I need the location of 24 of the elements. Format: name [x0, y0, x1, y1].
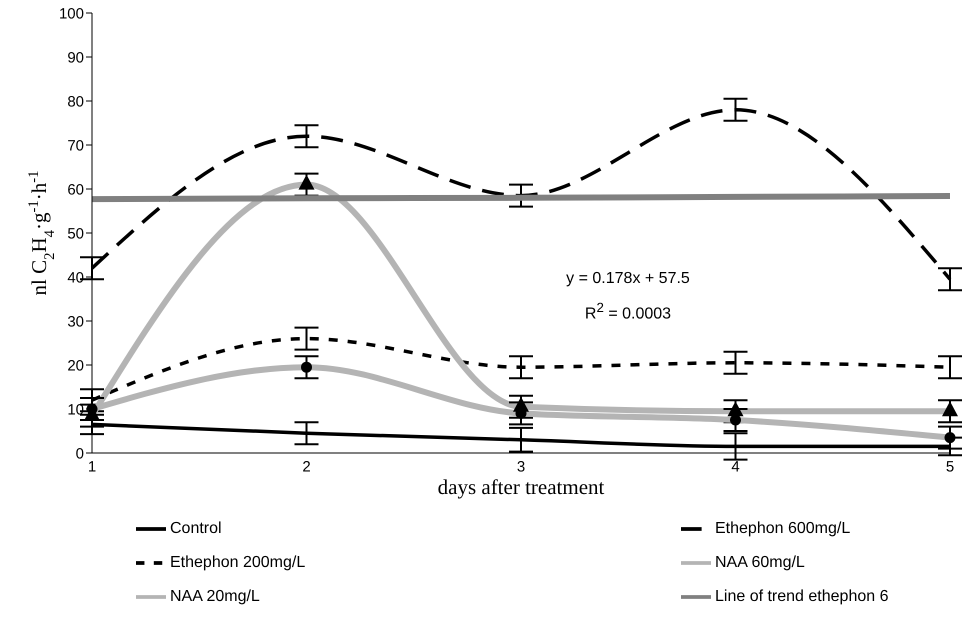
y-tick-label: 50 [67, 225, 84, 242]
x-tick-label: 1 [88, 458, 96, 476]
legend-label: Line of trend ethephon 6 [715, 588, 888, 606]
x-tick-label: 5 [946, 458, 954, 476]
y-tick-label: 90 [67, 49, 84, 66]
y-tick-label: 0 [76, 445, 84, 462]
annotation: R$^{2}$ = 0.0003 [584, 300, 672, 324]
y-tick-label: 70 [67, 137, 84, 154]
x-tick-label: 3 [516, 458, 526, 476]
x-tick-label: 2 [302, 458, 311, 476]
y-tick-label: 30 [67, 313, 84, 330]
legend-label: Control [170, 520, 222, 538]
x-axis-title: days after treatment [438, 475, 605, 499]
y-tick-label: 40 [67, 269, 84, 286]
y-tick-label: 80 [67, 93, 84, 110]
x-tick-label: 4 [731, 458, 740, 476]
legend-label: Ethephon 200mg/L [170, 554, 306, 572]
y-tick-label: 60 [67, 181, 84, 198]
legend-label: NAA 60mg/L [715, 554, 805, 572]
y-tick-label: 100 [58, 5, 84, 22]
legend-label: NAA 20mg/L [170, 588, 260, 606]
annotation: y = 0.178x + 57.5 [565, 270, 691, 288]
y-tick-label: 20 [67, 357, 84, 374]
legend-label: Ethephon 600mg/L [715, 520, 850, 538]
